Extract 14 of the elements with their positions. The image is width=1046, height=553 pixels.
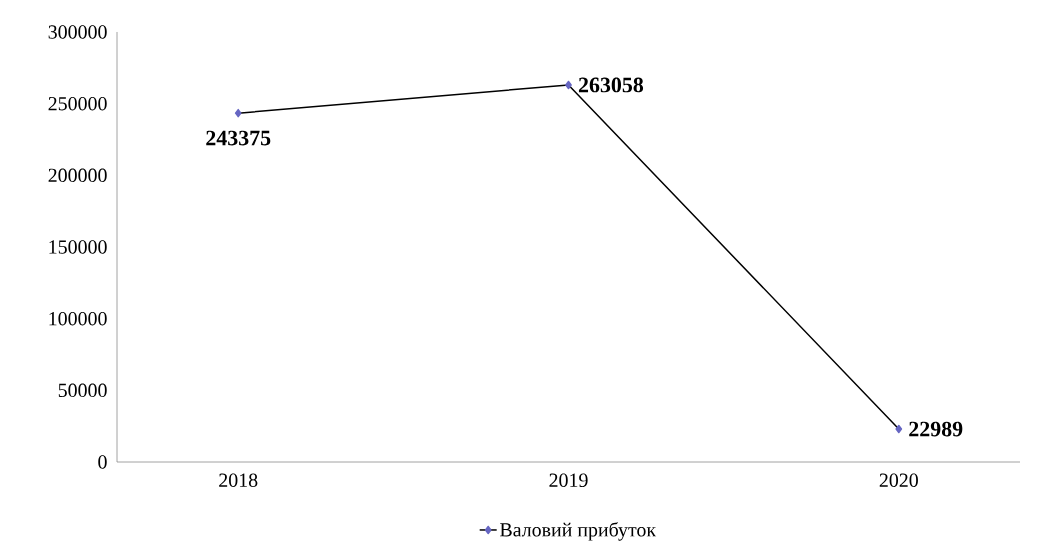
x-tick-label: 2020 [879,473,918,487]
legend-label: Валовий прибуток [500,522,657,541]
y-tick-label: 150000 [49,240,107,254]
y-tick-label: 300000 [48,25,107,39]
data-label: 22989 [909,421,963,437]
x-tick-label: 2019 [549,473,588,487]
y-tick-label: 0 [98,455,107,469]
data-label: 263058 [578,77,644,93]
y-tick-label: 100000 [49,311,107,326]
data-label: 243375 [206,130,271,146]
x-tick-label: 2018 [219,473,258,487]
y-tick-label: 250000 [48,96,107,111]
y-tick-label: 50000 [58,383,107,398]
y-tick-label: 200000 [48,168,107,183]
